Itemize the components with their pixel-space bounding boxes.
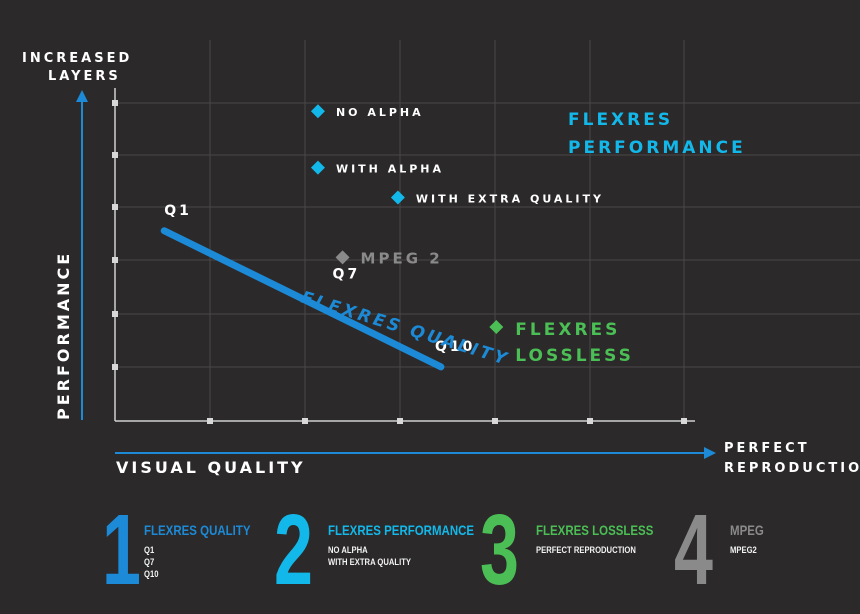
point-label: MPEG 2 <box>361 249 443 267</box>
y-axis-end-label: LAYERS <box>48 69 121 84</box>
annotation-flexres-lossless: LOSSLESS <box>515 346 634 366</box>
legend-2-item: NO ALPHA <box>328 545 368 555</box>
y-tick-mark <box>112 311 118 317</box>
annotation-flexres-lossless: FLEXRES <box>515 320 620 340</box>
x-tick-mark <box>397 418 403 424</box>
point-label: Q1 <box>164 203 192 219</box>
legend-4-number: 4 <box>674 494 713 606</box>
y-axis-arrowhead <box>76 90 88 102</box>
y-axis-end-label: INCREASED <box>22 51 132 66</box>
x-tick-mark <box>207 418 213 424</box>
x-axis-label: VISUAL QUALITY <box>116 458 306 477</box>
legend-3-item: PERFECT REPRODUCTION <box>536 545 636 555</box>
x-tick-mark <box>492 418 498 424</box>
legend-1-item: Q7 <box>144 557 155 567</box>
legend-2-item: WITH EXTRA QUALITY <box>328 557 412 567</box>
legend-1-number: 1 <box>102 494 141 606</box>
legend-2-title: FLEXRES PERFORMANCE <box>328 522 475 538</box>
annotation-flexres-quality: FLEXRES QUALITY <box>299 288 512 370</box>
data-point-flexres-performance <box>390 190 405 205</box>
chart-grid <box>115 40 860 422</box>
x-axis-end-label: REPRODUCTION <box>724 461 860 476</box>
point-label: Q7 <box>333 266 361 282</box>
legend-1-title: FLEXRES QUALITY <box>144 522 251 538</box>
annotation-flexres-performance: PERFORMANCE <box>568 138 746 158</box>
data-point-mpeg2 <box>335 250 350 265</box>
legend-1-item: Q1 <box>144 545 155 555</box>
point-label: WITH EXTRA QUALITY <box>416 193 604 206</box>
y-tick-mark <box>112 100 118 106</box>
y-tick-mark <box>112 204 118 210</box>
x-axis-end-label: PERFECT <box>724 441 810 456</box>
y-tick-mark <box>112 364 118 370</box>
legend-2-items: NO ALPHA WITH EXTRA QUALITY <box>328 544 426 568</box>
series-line-flexres-quality <box>160 227 445 371</box>
legend-2-number: 2 <box>274 494 313 606</box>
legend-4-items: MPEG2 <box>730 544 762 556</box>
legend-4-title: MPEG <box>730 522 764 538</box>
y-axis-label: PERFORMANCE <box>54 251 73 420</box>
legend-3-items: PERFECT REPRODUCTION <box>536 544 654 556</box>
chart-texts: VISUAL QUALITY PERFORMANCE INCREASED LAYERS… <box>22 51 860 477</box>
legend-4-item: MPEG2 <box>730 545 757 555</box>
y-tick-mark <box>112 152 118 158</box>
point-label: Q10 <box>435 339 475 355</box>
x-tick-mark <box>681 418 687 424</box>
legend-1-item: Q10 <box>144 569 159 579</box>
performance-chart: VISUAL QUALITY PERFORMANCE INCREASED LAYERS… <box>22 40 860 477</box>
chart-axes <box>76 88 716 459</box>
legend-1-items: Q1 Q7 Q10 <box>144 544 161 580</box>
x-axis-arrowhead <box>704 447 716 459</box>
legend-3-number: 3 <box>480 494 519 606</box>
legend-3-title: FLEXRES LOSSLESS <box>536 522 654 538</box>
chart-marks <box>160 104 504 371</box>
point-label: WITH ALPHA <box>336 163 444 176</box>
annotation-flexres-performance: FLEXRES <box>568 110 673 130</box>
x-tick-mark <box>587 418 593 424</box>
x-tick-mark <box>302 418 308 424</box>
data-point-flexres-lossless <box>489 320 504 335</box>
y-tick-mark <box>112 257 118 263</box>
data-point-flexres-performance <box>310 160 325 175</box>
point-label: NO ALPHA <box>336 106 424 119</box>
data-point-flexres-performance <box>310 104 325 119</box>
